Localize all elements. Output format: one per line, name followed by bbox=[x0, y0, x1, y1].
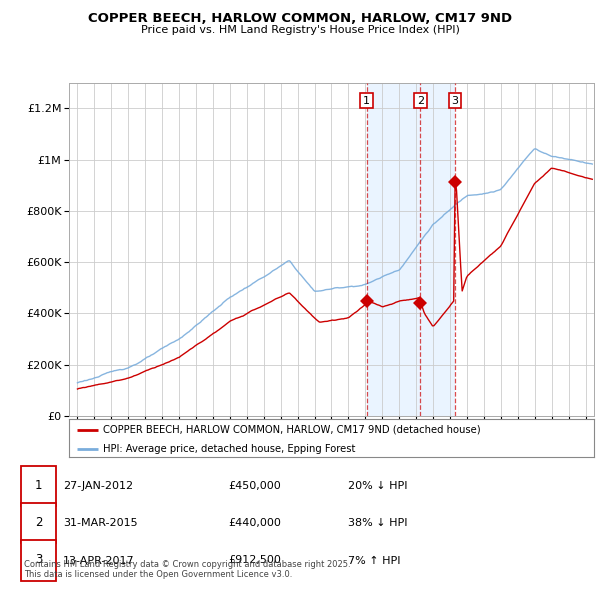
Text: 31-MAR-2015: 31-MAR-2015 bbox=[63, 519, 137, 528]
Text: 2: 2 bbox=[35, 516, 42, 529]
Text: 2: 2 bbox=[417, 96, 424, 106]
Text: 13-APR-2017: 13-APR-2017 bbox=[63, 556, 134, 565]
Text: £450,000: £450,000 bbox=[228, 481, 281, 491]
Text: £912,500: £912,500 bbox=[228, 556, 281, 565]
Text: COPPER BEECH, HARLOW COMMON, HARLOW, CM17 9ND: COPPER BEECH, HARLOW COMMON, HARLOW, CM1… bbox=[88, 12, 512, 25]
Text: 20% ↓ HPI: 20% ↓ HPI bbox=[348, 481, 407, 491]
Text: HPI: Average price, detached house, Epping Forest: HPI: Average price, detached house, Eppi… bbox=[103, 444, 355, 454]
Text: COPPER BEECH, HARLOW COMMON, HARLOW, CM17 9ND (detached house): COPPER BEECH, HARLOW COMMON, HARLOW, CM1… bbox=[103, 425, 481, 435]
Text: 1: 1 bbox=[35, 479, 42, 492]
Text: Contains HM Land Registry data © Crown copyright and database right 2025.
This d: Contains HM Land Registry data © Crown c… bbox=[24, 560, 350, 579]
Text: 38% ↓ HPI: 38% ↓ HPI bbox=[348, 519, 407, 528]
Text: 3: 3 bbox=[35, 553, 42, 566]
Text: 3: 3 bbox=[451, 96, 458, 106]
Text: Price paid vs. HM Land Registry's House Price Index (HPI): Price paid vs. HM Land Registry's House … bbox=[140, 25, 460, 35]
Text: £440,000: £440,000 bbox=[228, 519, 281, 528]
Text: 1: 1 bbox=[363, 96, 370, 106]
Text: 7% ↑ HPI: 7% ↑ HPI bbox=[348, 556, 401, 565]
Text: 27-JAN-2012: 27-JAN-2012 bbox=[63, 481, 133, 491]
Bar bbox=[367, 83, 455, 416]
